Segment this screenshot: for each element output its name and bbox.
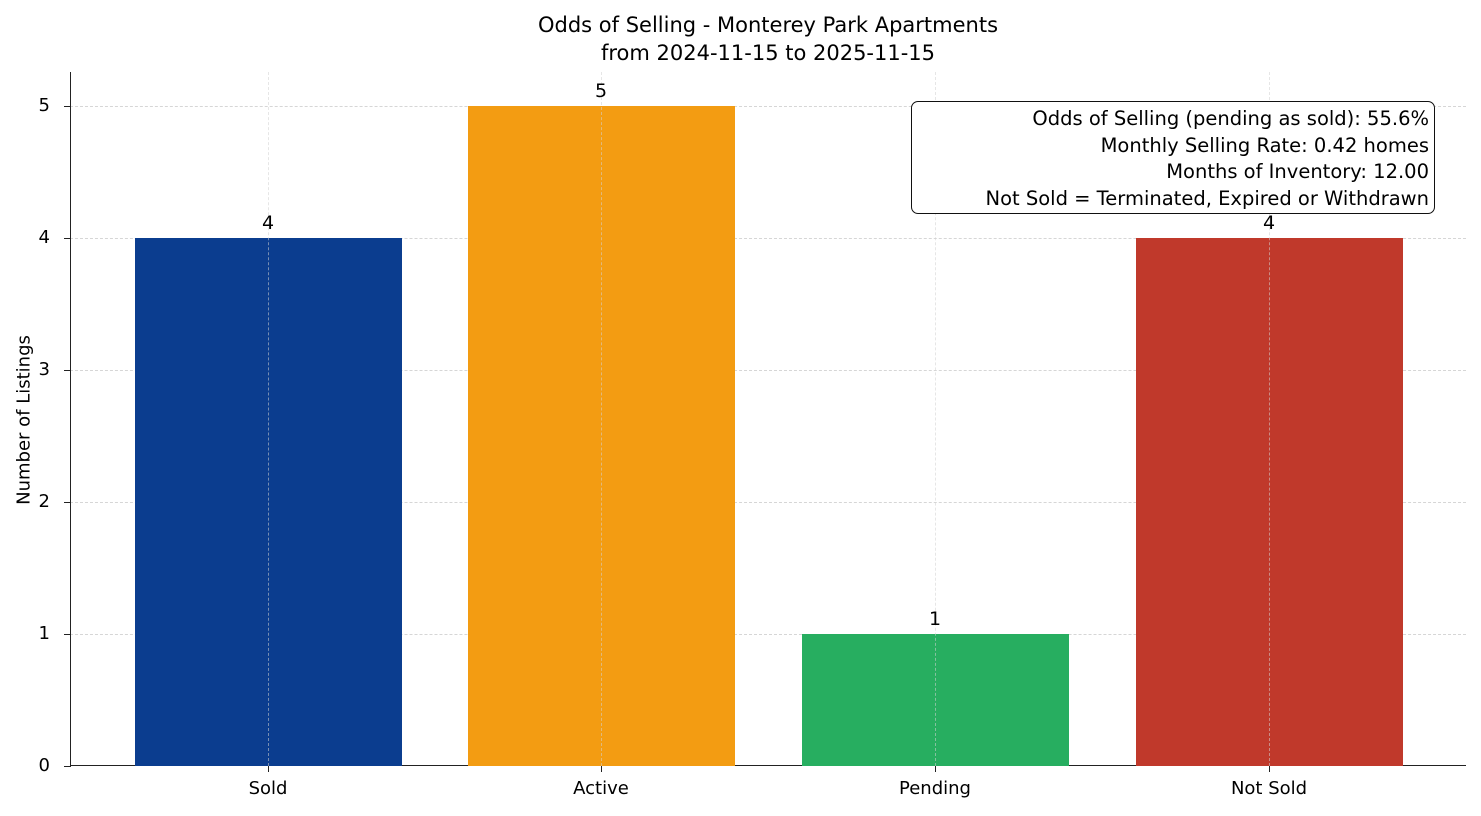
stats-annotation-box: Odds of Selling (pending as sold): 55.6%… <box>911 101 1435 214</box>
x-tick-not-sold <box>1269 766 1270 772</box>
y-tick-label-0: 0 <box>38 755 50 776</box>
y-tick-0 <box>64 766 70 767</box>
y-tick-label-3: 3 <box>38 359 50 380</box>
odds-of-selling-text: Odds of Selling (pending as sold): 55.6% <box>1032 107 1429 130</box>
y-tick-label-5: 5 <box>38 95 50 116</box>
y-tick-1 <box>64 634 70 635</box>
gridline-y1 <box>70 634 1466 635</box>
y-tick-4 <box>64 238 70 239</box>
bar-value-not-sold: 4 <box>1262 212 1276 234</box>
y-axis <box>70 72 71 767</box>
gridline-x-pending <box>935 72 936 766</box>
gridline-y5 <box>70 106 1466 107</box>
bar-value-pending: 1 <box>928 608 942 630</box>
x-tick-label-pending: Pending <box>899 778 971 799</box>
x-tick-active <box>601 766 602 772</box>
chart-subtitle: from 2024-11-15 to 2025-11-15 <box>600 41 936 65</box>
y-tick-2 <box>64 502 70 503</box>
gridline-x-active <box>601 72 602 766</box>
gridline-x-sold <box>268 72 269 766</box>
x-tick-label-not-sold: Not Sold <box>1230 778 1308 799</box>
y-axis-label: Number of Listings <box>13 335 35 505</box>
chart-title-line1: Odds of Selling - Monterey Park Apartmen… <box>537 13 999 37</box>
gridline-y3 <box>70 370 1466 371</box>
x-tick-pending <box>935 766 936 772</box>
months-of-inventory-text: Months of Inventory: 12.00 <box>1166 160 1429 183</box>
y-tick-label-1: 1 <box>38 623 50 644</box>
gridline-y4 <box>70 238 1466 239</box>
x-tick-label-active: Active <box>573 778 629 799</box>
y-tick-label-4: 4 <box>38 227 50 248</box>
bar-value-active: 5 <box>594 80 608 102</box>
gridline-x-not-sold <box>1269 72 1270 766</box>
y-tick-label-2: 2 <box>38 491 50 512</box>
gridline-y2 <box>70 502 1466 503</box>
y-tick-3 <box>64 370 70 371</box>
monthly-selling-rate-text: Monthly Selling Rate: 0.42 homes <box>1100 133 1429 157</box>
not-sold-definition-text: Not Sold = Terminated, Expired or Withdr… <box>985 186 1429 210</box>
x-tick-sold <box>268 766 269 772</box>
y-tick-5 <box>64 106 70 107</box>
bar-value-sold: 4 <box>261 212 275 234</box>
chart-title: Odds of Selling - Monterey Park Apartmen… <box>0 11 1481 67</box>
x-axis <box>70 765 1466 766</box>
x-tick-label-sold: Sold <box>248 778 288 799</box>
